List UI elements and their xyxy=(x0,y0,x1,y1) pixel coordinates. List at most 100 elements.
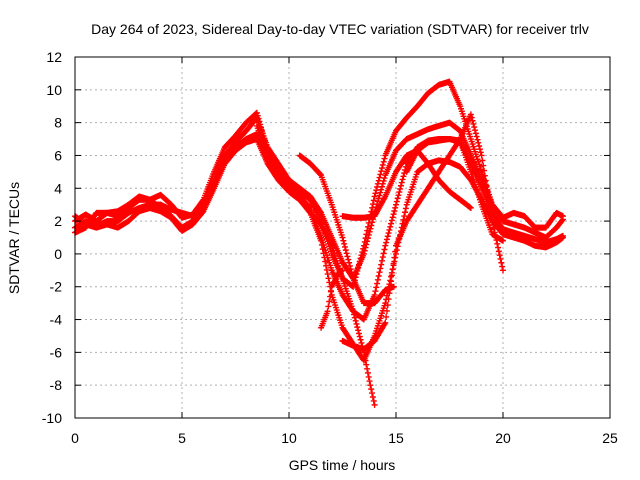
data-point xyxy=(393,198,400,205)
data-point xyxy=(339,267,346,274)
data-point xyxy=(381,175,388,182)
data-point xyxy=(348,269,355,276)
data-point xyxy=(487,207,494,214)
data-point xyxy=(396,189,403,196)
data-point xyxy=(371,291,378,298)
data-point xyxy=(388,220,395,227)
data-point xyxy=(352,317,359,324)
data-point xyxy=(474,136,481,143)
data-point xyxy=(343,250,350,257)
data-point xyxy=(365,231,372,238)
series-track-j xyxy=(403,136,506,244)
y-tick-label: 0 xyxy=(54,246,62,262)
data-point xyxy=(376,269,383,276)
data-point xyxy=(383,236,390,243)
data-point xyxy=(353,320,360,327)
data-point xyxy=(363,241,370,248)
series-track-i xyxy=(339,147,474,221)
data-point xyxy=(362,244,369,251)
data-point xyxy=(391,207,398,214)
data-point xyxy=(495,248,502,255)
data-point xyxy=(354,324,361,331)
y-tick-label: 4 xyxy=(54,180,62,196)
data-point xyxy=(340,237,347,244)
data-point xyxy=(327,293,334,300)
data-point xyxy=(486,202,493,209)
data-point xyxy=(388,278,395,285)
data-point xyxy=(500,267,506,274)
data-point xyxy=(397,185,404,192)
data-point xyxy=(364,238,371,245)
data-point xyxy=(386,226,393,233)
data-point xyxy=(320,250,327,257)
data-point xyxy=(317,208,324,215)
data-point xyxy=(324,271,331,278)
data-point xyxy=(345,256,352,263)
y-tick-label: -6 xyxy=(50,344,63,360)
data-point xyxy=(477,149,484,156)
data-point xyxy=(387,223,394,230)
data-point xyxy=(339,234,346,241)
data-point xyxy=(385,296,392,303)
data-point xyxy=(351,311,358,318)
data-point xyxy=(373,284,380,291)
data-point xyxy=(369,393,376,400)
y-tick-label: 2 xyxy=(54,213,62,229)
data-point xyxy=(318,241,325,248)
data-point xyxy=(379,161,386,168)
x-tick-label: 20 xyxy=(495,430,511,446)
data-point xyxy=(482,177,489,184)
data-point xyxy=(380,177,387,184)
data-point xyxy=(387,277,394,284)
data-point xyxy=(323,266,330,273)
data-point xyxy=(326,298,333,305)
y-tick-label: 6 xyxy=(54,147,62,163)
data-point xyxy=(390,260,397,267)
grid xyxy=(75,57,610,418)
data-point xyxy=(370,197,377,204)
x-tick-label: 5 xyxy=(178,430,186,446)
data-point xyxy=(500,237,506,244)
data-point xyxy=(318,237,325,244)
data-point xyxy=(361,247,368,254)
data-point xyxy=(379,183,386,190)
y-tick-label: 10 xyxy=(46,82,62,98)
data-point xyxy=(370,397,377,404)
data-point xyxy=(379,165,386,172)
data-point xyxy=(376,192,383,199)
data-point xyxy=(385,230,392,237)
data-marks xyxy=(72,78,566,408)
data-point xyxy=(398,179,405,186)
data-point xyxy=(378,186,385,193)
data-point xyxy=(362,357,369,364)
data-point xyxy=(479,157,486,164)
data-point xyxy=(384,302,391,309)
data-point xyxy=(350,308,357,315)
data-point xyxy=(467,111,474,118)
data-point xyxy=(346,262,353,269)
data-point xyxy=(402,209,409,216)
data-point xyxy=(379,254,386,261)
data-point xyxy=(372,190,379,197)
data-point xyxy=(395,192,402,199)
data-point xyxy=(355,327,362,334)
data-point xyxy=(364,369,371,376)
data-point xyxy=(322,258,329,265)
data-point xyxy=(469,117,476,124)
data-point xyxy=(380,158,387,165)
data-point xyxy=(400,173,407,180)
data-point xyxy=(325,303,332,310)
data-point xyxy=(402,205,409,212)
data-point xyxy=(389,214,396,221)
data-point xyxy=(349,272,356,279)
data-point xyxy=(367,225,374,232)
plot-frame xyxy=(74,56,611,419)
data-point xyxy=(365,373,372,380)
axis-ticks: 0 5 10 15 20 25 -10 -8 -6 -4 -2 0 2 4 6 8 10 12 xyxy=(42,49,618,446)
data-point xyxy=(372,288,379,295)
data-point xyxy=(401,213,408,220)
data-point xyxy=(383,313,390,320)
data-point xyxy=(382,319,389,326)
data-point xyxy=(380,250,387,257)
